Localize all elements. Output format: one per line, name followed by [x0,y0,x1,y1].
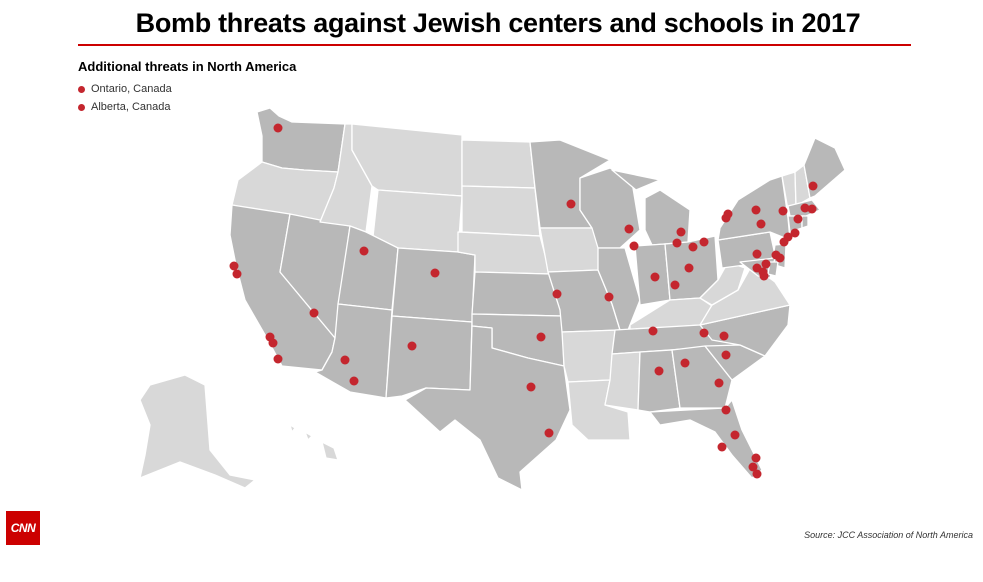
threat-marker [717,442,727,452]
state-michigan [644,189,691,246]
state-florida [649,399,763,479]
threat-marker [730,430,740,440]
threat-marker [629,241,639,251]
state-west-virginia [699,261,746,306]
threat-marker [790,228,800,238]
threat-marker [779,237,789,247]
state-alabama [637,349,681,413]
threat-marker [273,123,283,133]
legend-label: Ontario, Canada [91,83,172,95]
threat-marker [699,328,709,338]
threat-marker [670,280,680,290]
threat-marker [752,249,762,259]
title-rule [78,44,911,46]
marker-dot-icon [78,85,85,93]
threat-marker [232,269,242,279]
legend-item-ontario: Ontario, Canada [78,80,172,98]
map-subtitle: Additional threats in North America [78,59,297,74]
threat-marker [793,214,803,224]
marker-dot-icon [78,103,85,111]
threat-marker [680,358,690,368]
legend-item-alberta: Alberta, Canada [78,98,172,116]
threat-marker [751,205,761,215]
state-washington [256,107,346,173]
threat-marker [552,289,562,299]
legend-label: Alberta, Canada [91,101,171,113]
threat-marker [756,219,766,229]
threat-marker [778,206,788,216]
source-note: Source: JCC Association of North America [804,530,973,540]
threat-marker [526,382,536,392]
state-south-dakota [461,185,541,237]
threat-marker [714,378,724,388]
state-rhode-island [801,215,809,229]
state-delaware [767,261,779,277]
threat-marker [359,246,369,256]
threat-marker [650,272,660,282]
state-kansas [471,271,563,317]
threat-marker [751,453,761,463]
threat-marker [273,354,283,364]
threat-marker [536,332,546,342]
threat-marker [604,292,614,302]
threat-marker [268,338,278,348]
threat-marker [407,341,417,351]
threat-marker [340,355,350,365]
threat-marker [807,204,817,214]
state-mississippi [604,351,641,411]
threat-marker [684,263,694,273]
threat-marker [761,259,771,269]
cnn-logo: CNN [6,511,40,545]
threat-marker [544,428,554,438]
threat-marker [800,203,810,213]
state-north-dakota [461,139,536,189]
threat-marker [688,242,698,252]
threat-marker [349,376,359,386]
threat-marker [699,237,709,247]
threat-marker [229,261,239,271]
threat-marker [654,366,664,376]
threat-marker [566,199,576,209]
state-alaska [139,374,256,489]
state-texas [404,325,571,491]
threat-marker [759,271,769,281]
threat-marker [748,462,758,472]
threat-marker [721,405,731,415]
threat-marker [309,308,319,318]
threat-marker [624,224,634,234]
threat-marker [808,181,818,191]
threat-marker [721,213,731,223]
threat-marker [430,268,440,278]
state-hawaii [289,424,339,461]
map-title: Bomb threats against Jewish centers and … [135,8,861,38]
threat-marker [721,350,731,360]
threat-marker [672,238,682,248]
logo-text: CNN [10,521,36,535]
threat-marker [648,326,658,336]
state-colorado [391,247,476,323]
threat-marker [719,331,729,341]
state-michigan-up [611,169,661,191]
threat-marker [752,469,762,479]
state-new-mexico [385,315,473,399]
legend: Ontario, Canada Alberta, Canada [78,80,172,116]
threat-marker [676,227,686,237]
threat-marker [775,253,785,263]
